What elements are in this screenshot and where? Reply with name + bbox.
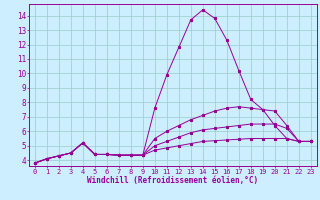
X-axis label: Windchill (Refroidissement éolien,°C): Windchill (Refroidissement éolien,°C) bbox=[87, 176, 258, 185]
